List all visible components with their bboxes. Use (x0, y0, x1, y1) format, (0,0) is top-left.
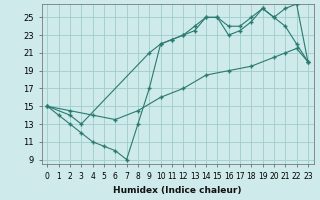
X-axis label: Humidex (Indice chaleur): Humidex (Indice chaleur) (113, 186, 242, 195)
